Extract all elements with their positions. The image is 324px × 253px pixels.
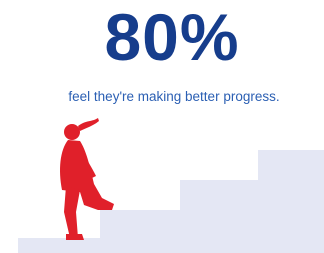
stat-value: 80% (0, 2, 324, 72)
page: 80% feel they're making better progress.… (0, 0, 324, 253)
stat-caption: feel they're making better progress. (0, 88, 324, 106)
